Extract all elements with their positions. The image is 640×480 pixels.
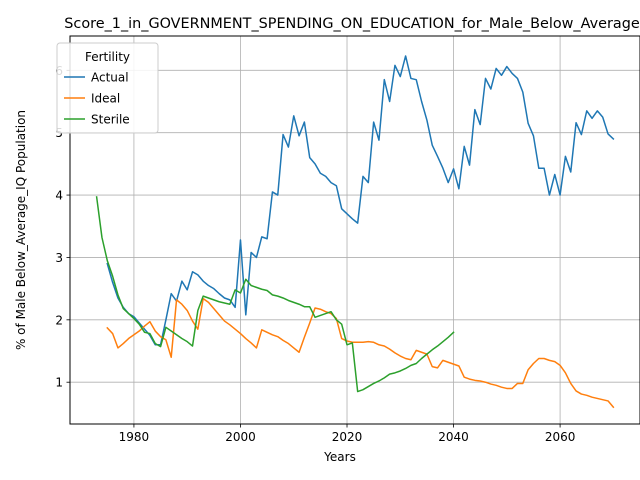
legend: Fertility Actual Ideal Sterile — [56, 42, 159, 134]
series-line-sterile — [95, 196, 455, 393]
x-axis-label: Years — [323, 450, 356, 464]
x-tick-label: 1980 — [119, 430, 150, 444]
series-line-actual — [106, 55, 615, 346]
plot-frame — [69, 35, 640, 425]
y-tick-label: 3 — [55, 251, 63, 265]
x-tick-label: 2000 — [225, 430, 256, 444]
x-tick-label: 2020 — [332, 430, 363, 444]
legend-title: Fertility — [85, 50, 130, 64]
legend-label-actual: Actual — [91, 71, 129, 85]
y-tick-label: 4 — [55, 189, 63, 203]
legend-label-sterile: Sterile — [91, 113, 130, 127]
grid — [70, 36, 640, 424]
chart-title: Score_1_in_GOVERNMENT_SPENDING_ON_EDUCAT… — [64, 16, 640, 32]
y-axis-label: % of Male Below_Average_IQ Population — [14, 110, 28, 350]
series-lines — [95, 55, 615, 409]
y-tick-label: 1 — [55, 376, 63, 390]
x-tick-label: 2060 — [545, 430, 576, 444]
legend-entries: Actual Ideal Sterile — [64, 71, 130, 127]
x-tick-label: 2040 — [438, 430, 469, 444]
legend-box — [56, 42, 159, 134]
y-tick-label: 2 — [55, 313, 63, 327]
series-line-ideal — [106, 297, 615, 409]
legend-label-ideal: Ideal — [91, 92, 120, 106]
